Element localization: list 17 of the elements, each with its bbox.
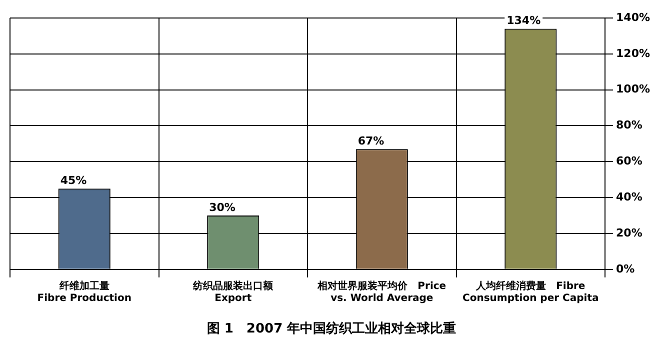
- x-tick-label: 人均纤维消费量 Fibre Consumption per Capita: [462, 280, 599, 304]
- y-tick-label: 60%: [616, 154, 642, 168]
- x-tick-label: 相对世界服装平均价 Price vs. World Average: [316, 280, 446, 304]
- data-label: 134%: [506, 14, 541, 28]
- x-tick-label: 纺织品服装出口额 Export: [192, 280, 274, 304]
- y-tick-label: 40%: [616, 190, 642, 204]
- data-label: 45%: [60, 174, 87, 187]
- text: 图 1 2007 年中国纺织工业相对全球比重: [206, 320, 456, 337]
- y-tick-label: 140%: [616, 10, 650, 24]
- data-label: 67%: [358, 134, 384, 148]
- y-tick-label: 0%: [616, 262, 635, 276]
- data-label: 30%: [209, 200, 236, 214]
- y-tick-label: 120%: [616, 46, 650, 60]
- y-tick-label: 100%: [616, 82, 650, 96]
- x-tick-label: 纤维加工量 Fibre Production: [37, 280, 132, 304]
- y-tick-label: 80%: [616, 118, 642, 132]
- y-tick-label: 20%: [616, 226, 642, 240]
